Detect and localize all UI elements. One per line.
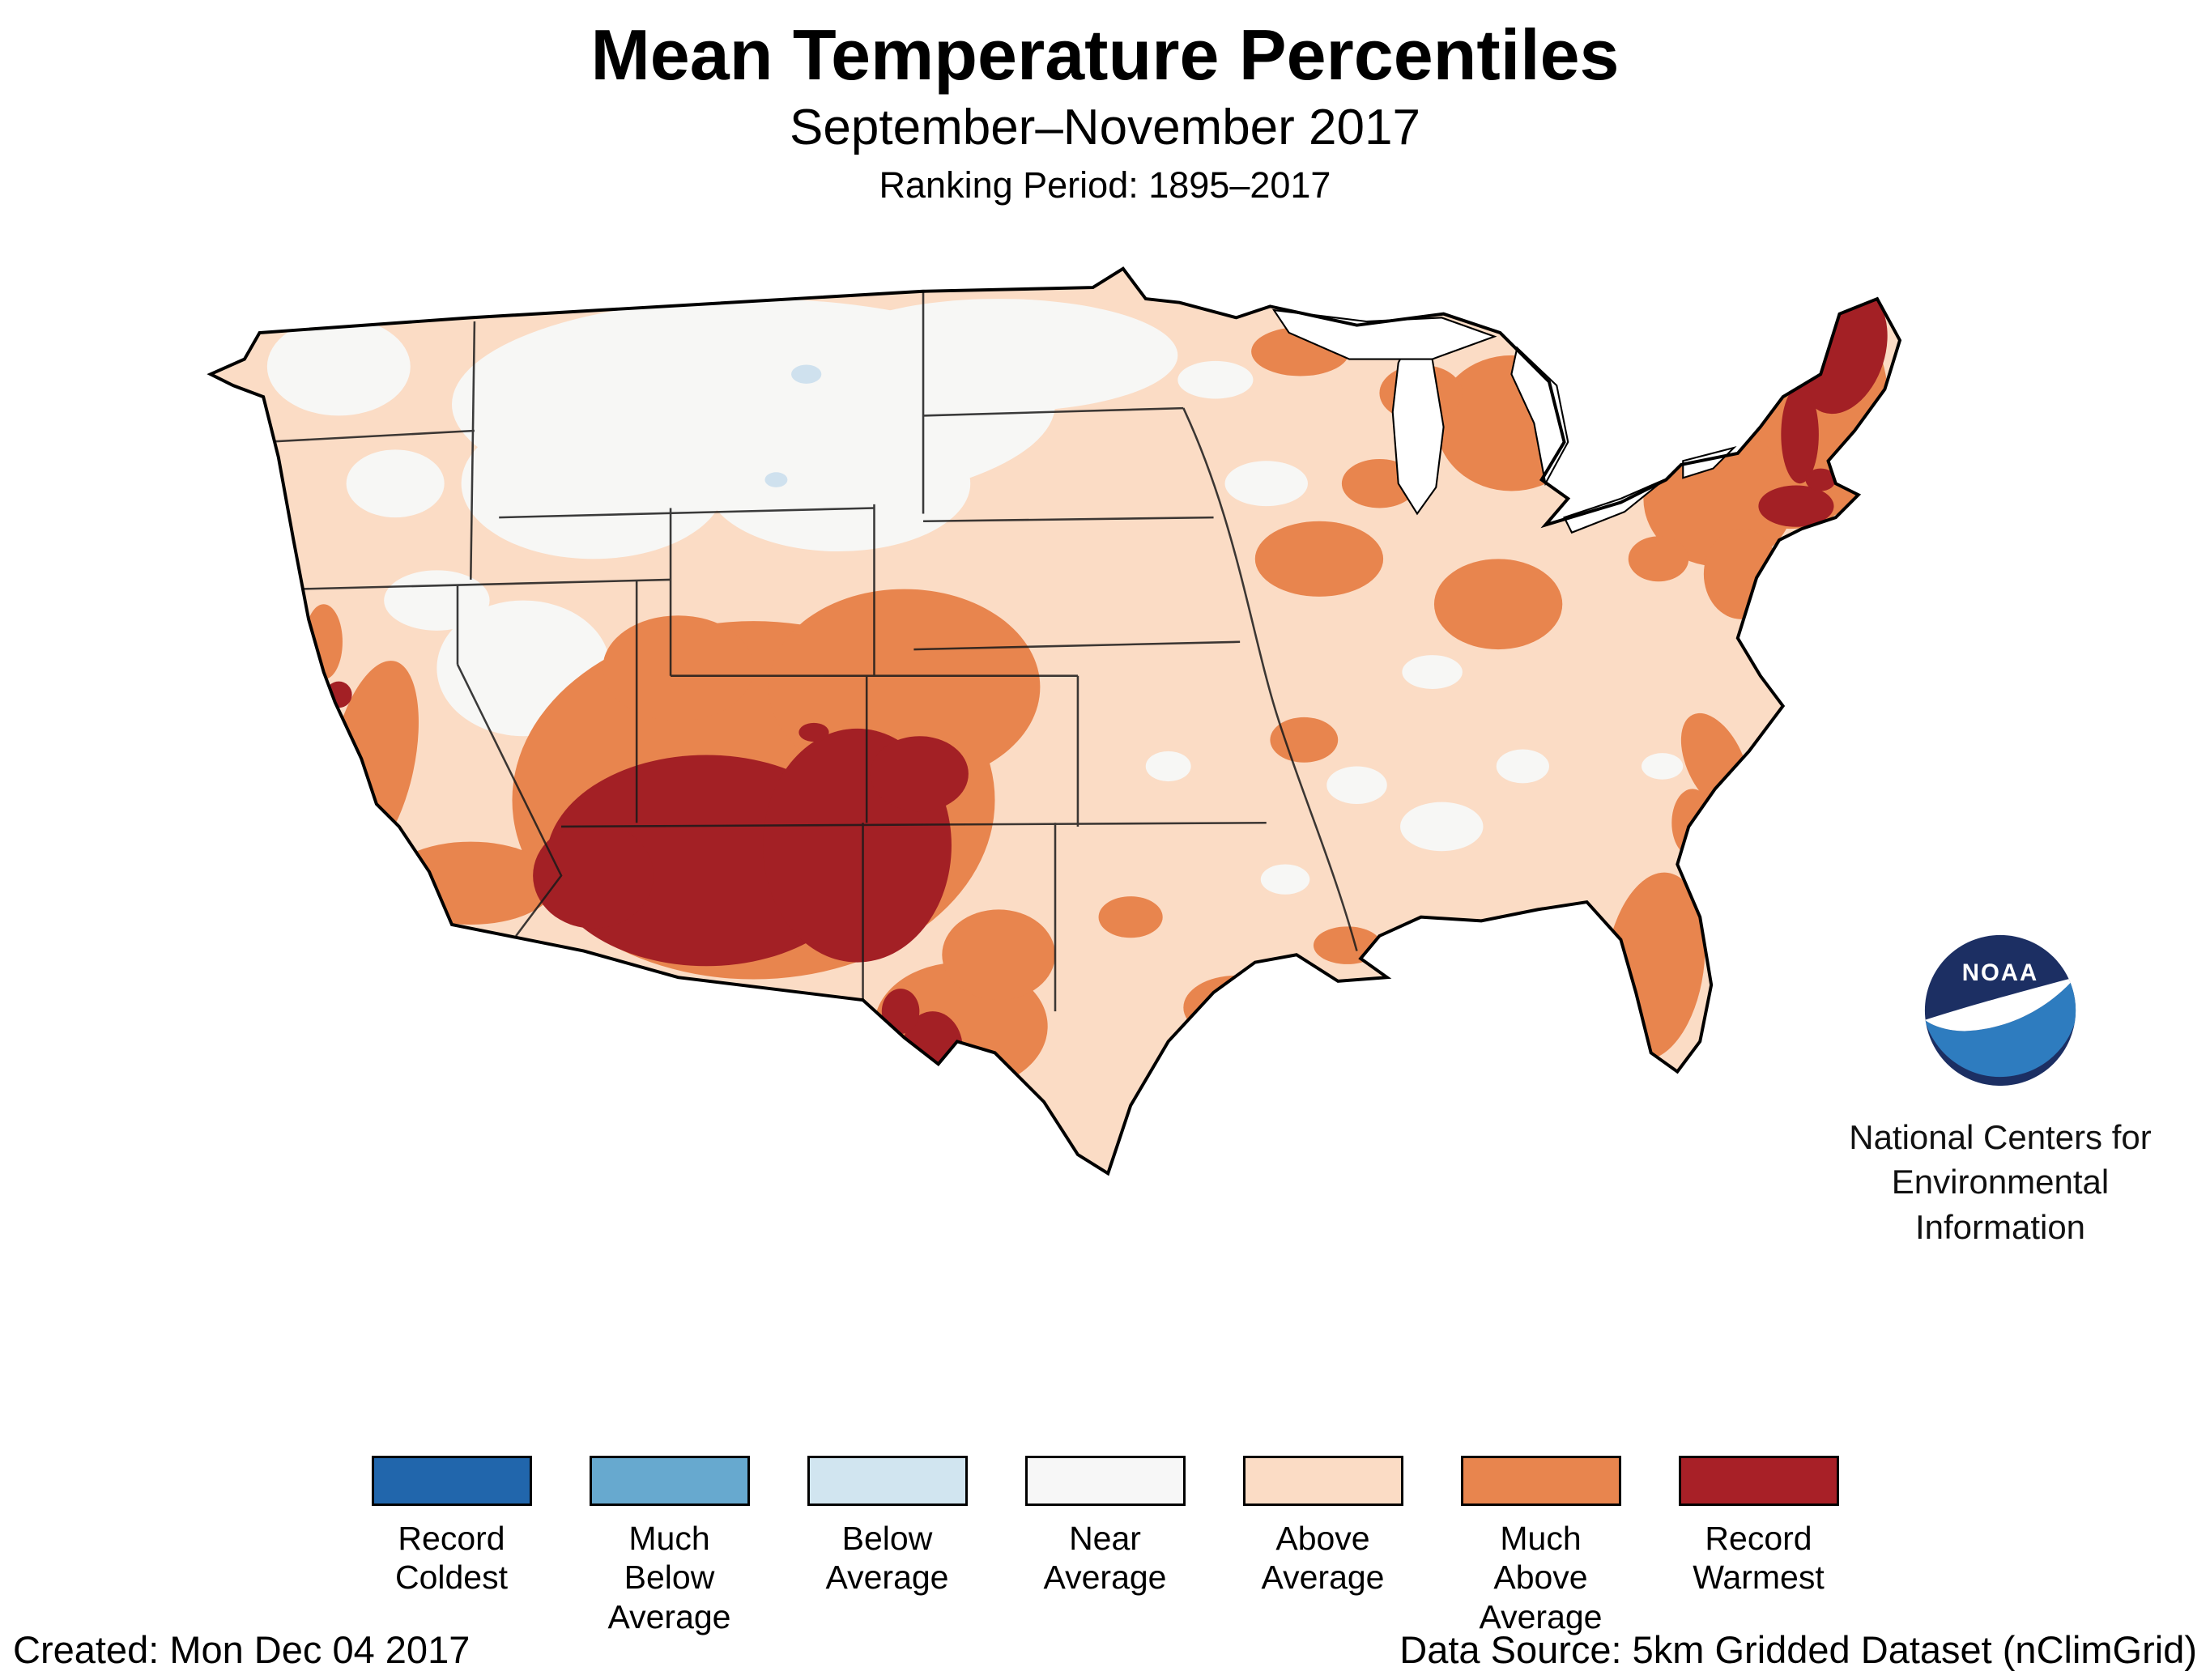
noaa-logo-icon: NOAA (1924, 934, 2076, 1087)
legend-label-below-average: Below Average (825, 1520, 949, 1597)
legend-label-much-above-average: Much Above Average (1479, 1520, 1603, 1635)
legend-label-near-average: Near Average (1043, 1520, 1167, 1597)
legend-label-above-average: Above Average (1261, 1520, 1385, 1597)
map-regions-near-average (266, 299, 1684, 895)
legend-item-much-below-average: Much Below Average (584, 1456, 756, 1636)
legend-item-below-average: Below Average (802, 1456, 973, 1636)
us-map-svg (207, 266, 1902, 1176)
map-us-outline (207, 266, 1902, 1176)
map-regions-below-average (764, 364, 822, 487)
legend-item-near-average: Near Average (1020, 1456, 1191, 1636)
noaa-block: NOAA National Centers for Environmental … (1822, 931, 2178, 1249)
noaa-org-line-2: Environmental (1891, 1163, 2110, 1202)
legend-label-record-coldest: Record Coldest (394, 1520, 508, 1597)
legend-swatch-record-coldest (371, 1456, 532, 1506)
legend-swatch-near-average (1024, 1456, 1186, 1506)
noaa-logo-text: NOAA (1962, 959, 2038, 986)
noaa-org-line-1: National Centers for (1849, 1118, 2152, 1156)
legend-item-much-above-average: Much Above Average (1455, 1456, 1627, 1636)
great-lakes (1271, 308, 1737, 534)
ranking-period: Ranking Period: 1895–2017 (879, 164, 1331, 206)
legend-swatch-much-above-average (1460, 1456, 1621, 1506)
noaa-org-line-3: Information (1914, 1207, 2086, 1246)
legend-item-record-warmest: Record Warmest (1673, 1456, 1845, 1636)
legend-swatch-record-warmest (1678, 1456, 1839, 1506)
header: Mean Temperature Percentiles September–N… (0, 15, 2210, 206)
map-state-borders (263, 291, 1358, 1012)
legend-swatch-above-average (1242, 1456, 1403, 1506)
map-regions-record-warmest (326, 289, 1888, 1087)
legend-swatch-much-below-average (589, 1456, 750, 1506)
legend-label-much-below-average: Much Below Average (607, 1520, 731, 1635)
legend: Record Coldest Much Below Average Below … (0, 1456, 2210, 1636)
noaa-org-name: National Centers for Environmental Infor… (1822, 1115, 2178, 1249)
page-title: Mean Temperature Percentiles (590, 15, 1620, 95)
us-temperature-percentile-map (112, 201, 1999, 1407)
legend-item-above-average: Above Average (1237, 1456, 1409, 1636)
page-subtitle: September–November 2017 (790, 100, 1420, 156)
data-source-note: Data Source: 5km Gridded Dataset (nClimG… (1399, 1628, 2197, 1671)
legend-item-record-coldest: Record Coldest (366, 1456, 538, 1636)
legend-swatch-below-average (807, 1456, 968, 1506)
lake-michigan (1391, 338, 1445, 516)
created-timestamp: Created: Mon Dec 04 2017 (13, 1628, 471, 1671)
legend-label-record-warmest: Record Warmest (1693, 1520, 1825, 1597)
